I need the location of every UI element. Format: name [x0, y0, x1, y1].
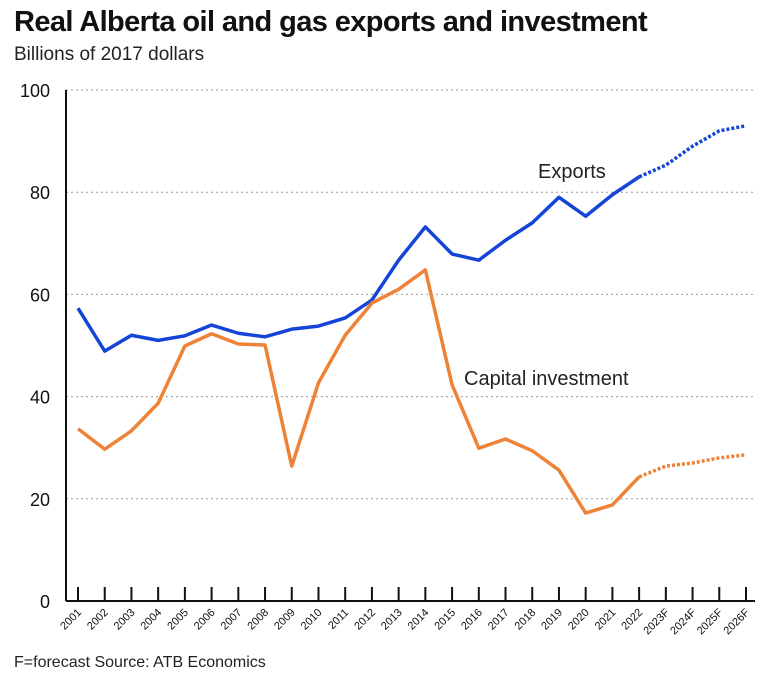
- chart-subtitle: Billions of 2017 dollars: [14, 44, 205, 65]
- x-tick-label: 2005: [165, 607, 191, 633]
- x-tick-label: 2003: [112, 607, 138, 633]
- x-tick-label: 2024F: [668, 606, 699, 637]
- x-tick-label: 2018: [513, 607, 539, 633]
- series-label: Capital investment: [464, 368, 629, 390]
- x-tick-label: 2017: [486, 607, 512, 633]
- x-tick-label: 2016: [459, 607, 485, 633]
- y-tick-label: 60: [30, 285, 50, 305]
- x-tick-label: 2011: [326, 607, 351, 632]
- x-tick-label: 2023F: [641, 606, 672, 637]
- x-tick-label: 2010: [299, 607, 325, 633]
- x-tick-label: 2025F: [695, 606, 726, 637]
- x-tick-label: 2008: [245, 607, 271, 633]
- x-tick-label: 2002: [85, 607, 111, 633]
- chart-title: Real Alberta oil and gas exports and inv…: [14, 6, 648, 38]
- forecast-line-exports: [638, 124, 747, 179]
- x-tick-label: 2009: [272, 607, 298, 633]
- x-tick-label: 2012: [352, 607, 378, 633]
- x-tick-label: 2001: [58, 607, 84, 633]
- y-tick-label: 80: [30, 183, 50, 203]
- x-tick-label: 2015: [432, 607, 458, 633]
- series-label: Exports: [538, 161, 606, 183]
- x-tick-label: 2026F: [722, 606, 753, 637]
- x-tick-label: 2020: [566, 607, 592, 633]
- x-tick-label: 2007: [219, 607, 245, 633]
- chart-footer: F=forecast Source: ATB Economics: [14, 654, 266, 671]
- y-tick-label: 100: [20, 81, 50, 101]
- y-tick-label: 20: [30, 490, 50, 510]
- x-tick-label: 2006: [192, 607, 218, 633]
- series-line-exports: [76, 175, 641, 353]
- forecast-line-capital-investment: [638, 453, 747, 479]
- x-tick-label: 2013: [379, 607, 405, 633]
- x-tick-label: 2019: [539, 607, 565, 633]
- x-tick-label: 2021: [593, 607, 619, 633]
- y-tick-label: 0: [40, 592, 50, 612]
- x-tick-label: 2004: [138, 607, 164, 633]
- series-line-capital-investment: [76, 268, 641, 515]
- x-tick-label: 2014: [406, 607, 432, 633]
- y-tick-label: 40: [30, 388, 50, 408]
